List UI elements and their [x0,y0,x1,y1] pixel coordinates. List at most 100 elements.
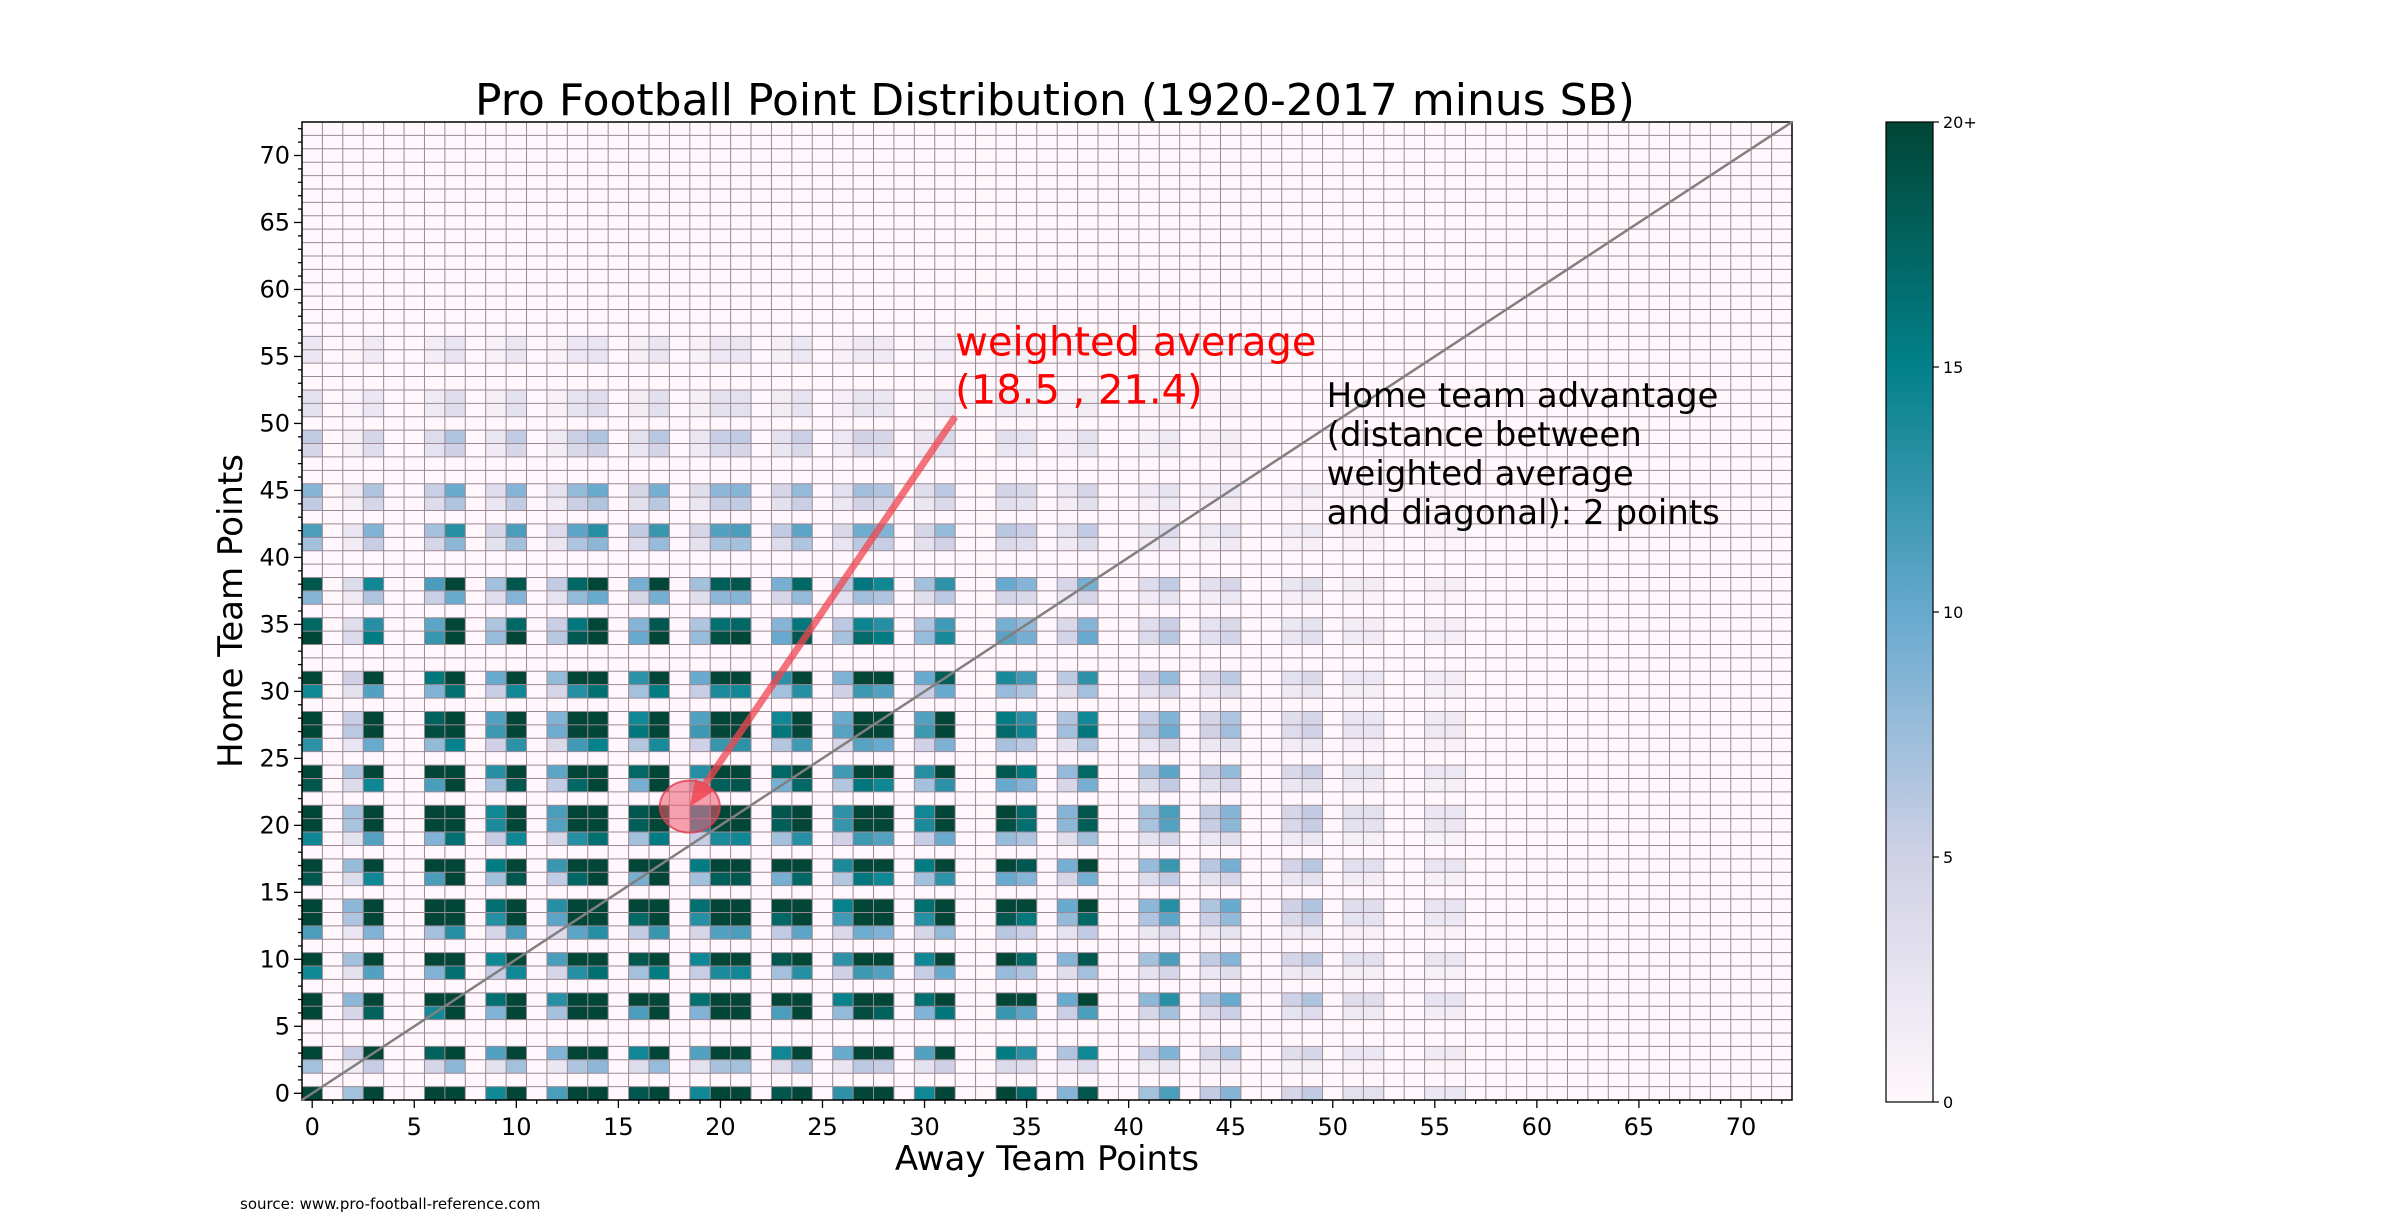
heatmap-cell [771,765,792,779]
heatmap-cell [342,832,364,846]
heatmap-cell [546,523,568,538]
heatmap-cell [1159,403,1180,417]
heatmap-cell [1077,858,1099,873]
heatmap-cell [1363,711,1384,725]
heatmap-cell [710,684,731,699]
heatmap-cell [1302,912,1323,926]
heatmap-cell [1424,577,1446,591]
heatmap-cell [1138,952,1160,967]
heatmap-cell [363,403,384,417]
heatmap-cell [689,590,711,605]
heatmap-cell [1424,818,1446,833]
heatmap-cell [363,925,384,940]
heatmap-cell [1281,711,1303,725]
heatmap-cell [914,818,935,833]
heatmap-cell [363,336,384,350]
heatmap-cell [873,966,894,980]
heatmap-cell [1057,858,1078,873]
heatmap-cell [1159,818,1180,833]
heatmap-cell [730,899,752,913]
heatmap-cell [1424,523,1446,538]
heatmap-cell [1220,1046,1241,1060]
heatmap-cell [1445,1006,1466,1020]
heatmap-cell [506,1086,527,1100]
heatmap-cell [342,443,364,457]
heatmap-cell [1016,1006,1037,1020]
heatmap-cell [485,1086,507,1100]
heatmap-cell [424,336,445,350]
heatmap-cell [363,899,384,913]
heatmap-cell [873,912,894,926]
heatmap-cell [506,403,527,417]
heatmap-cell [424,765,445,779]
colorbar-tick-label: 20+ [1943,113,1977,132]
heatmap-cell [546,590,568,605]
heatmap-cell [1220,925,1241,940]
heatmap-cell [1424,872,1446,886]
heatmap-cell [506,617,527,632]
heatmap-cell [771,684,792,699]
heatmap-cell [1342,738,1364,752]
heatmap-cell [1016,858,1037,873]
heatmap-cell [1200,1086,1221,1100]
annotation-line: (distance between [1327,415,1642,455]
heatmap-cell [1200,443,1221,457]
heatmap-cell [485,872,507,886]
heatmap-cell [424,925,445,940]
heatmap-cell [1445,805,1466,819]
heatmap-cell [832,617,854,632]
heatmap-cell [1445,912,1466,926]
heatmap-cell [342,577,364,591]
heatmap-cell [832,684,854,699]
heatmap-cell [1159,430,1180,444]
heatmap-cell [302,858,323,873]
heatmap-cell [853,966,874,980]
heatmap-cell [648,403,670,417]
heatmap-cell [424,832,445,846]
heatmap-cell [1363,778,1384,792]
heatmap-cell [771,1086,792,1100]
heatmap-cell [914,1046,935,1060]
heatmap-cell [995,992,1017,1007]
heatmap-cell [1220,724,1241,739]
heatmap-cell [444,1059,466,1074]
heatmap-cell [730,858,752,873]
heatmap-cell [342,617,364,632]
heatmap-cell [1138,443,1160,457]
annotation-line: and diagonal): 2 points [1327,493,1720,533]
heatmap-cell [424,711,445,725]
heatmap-cell [587,590,609,605]
heatmap-cell [1363,899,1384,913]
heatmap-cell [485,590,507,605]
heatmap-cell [1302,537,1323,551]
heatmap-cell [1159,617,1180,632]
x-axis-label: Away Team Points [895,1139,1199,1179]
heatmap-cell [1445,738,1466,752]
grid-lines [301,121,1793,1101]
x-tick-label: 25 [807,1113,838,1141]
heatmap-cell [914,336,935,350]
heatmap-cell [934,912,956,926]
heatmap-cell [730,523,752,538]
heatmap-cell [1016,738,1037,752]
heatmap-cell [791,724,813,739]
heatmap-cell [546,818,568,833]
heatmap-cell [1159,349,1180,364]
x-tick-label: 70 [1726,1113,1757,1141]
heatmap-cell [1220,523,1241,538]
heatmap-cell [444,711,466,725]
heatmap-cell [587,483,609,498]
heatmap-cell [1424,537,1446,551]
heatmap-cell [587,1059,609,1074]
heatmap-cell [914,671,935,685]
heatmap-cell [853,925,874,940]
heatmap-cell [1302,966,1323,980]
heatmap-cell [934,925,956,940]
heatmap-cell [730,537,752,551]
heatmap-cell [363,1086,384,1100]
heatmap-cell [873,483,894,498]
heatmap-cell [1281,577,1303,591]
heatmap-cell [506,577,527,591]
heatmap-cell [873,899,894,913]
y-tick-label: 20 [259,811,290,839]
